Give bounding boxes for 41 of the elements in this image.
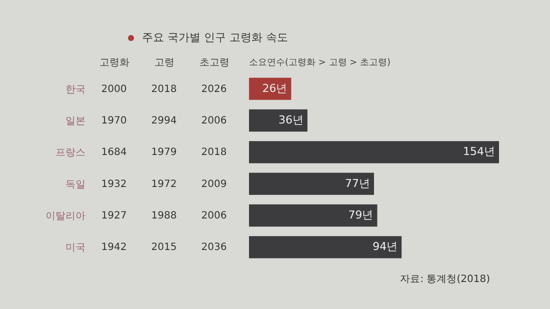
category-label: 미국 — [66, 242, 86, 254]
data-label: 154년 — [463, 145, 495, 158]
bar — [249, 172, 374, 195]
text: 2018 — [201, 147, 227, 158]
chart-title: 소요연수(고령화 > 고령 > 초고령) — [249, 58, 391, 68]
category-label: 한국 — [66, 84, 86, 96]
bar — [249, 109, 308, 132]
text: 2006 — [201, 116, 227, 126]
text: 1972 — [151, 178, 177, 190]
text: 2036 — [201, 242, 227, 254]
text: 2018 — [151, 84, 177, 95]
text: 2026 — [201, 84, 227, 95]
category-label: 일본 — [66, 116, 86, 127]
bar — [249, 236, 402, 258]
text: 1942 — [101, 242, 127, 254]
data-label: 26년 — [262, 82, 288, 95]
category-label: 고령화 — [100, 58, 130, 68]
text: 2009 — [201, 178, 227, 190]
text: 주요 국가별 인구 고령화 속도 — [142, 30, 288, 45]
data-label: 79년 — [348, 208, 374, 222]
category-label: 독일 — [66, 179, 86, 190]
data-label: 77년 — [345, 176, 370, 190]
category-label: 이탈리아 — [46, 211, 86, 222]
bar — [249, 141, 499, 164]
text: 1970 — [101, 116, 127, 126]
text: 1684 — [101, 147, 127, 158]
category-label: 고령 — [154, 58, 174, 68]
text: 1927 — [101, 210, 127, 222]
text: 1932 — [101, 178, 127, 190]
text: 2015 — [151, 242, 177, 254]
category-label: 초고령 — [200, 58, 230, 68]
text: 1988 — [151, 210, 177, 222]
text: 2000 — [101, 84, 127, 95]
text: 자료: 통계청(2018) — [400, 273, 490, 286]
data-label: 94년 — [372, 240, 398, 254]
bar — [249, 204, 378, 227]
category-label: 프랑스 — [56, 148, 86, 159]
text: 2994 — [151, 116, 177, 126]
data-label: 36년 — [278, 114, 304, 126]
text: 1979 — [151, 147, 177, 158]
text: 2006 — [201, 210, 227, 222]
